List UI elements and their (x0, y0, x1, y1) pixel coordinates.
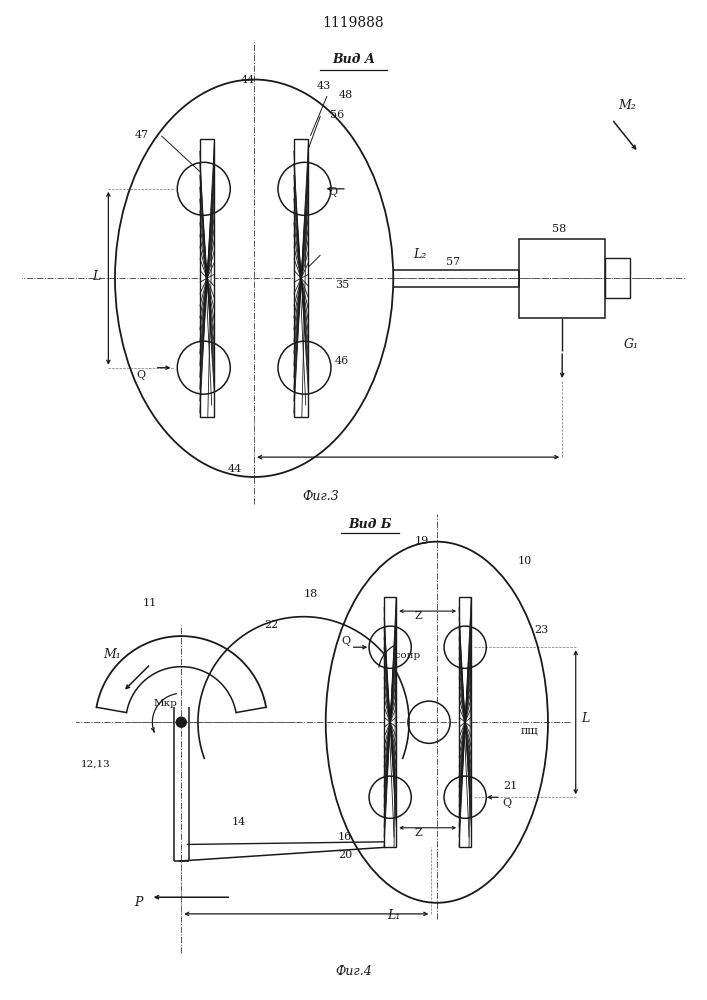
Text: 47: 47 (135, 130, 149, 140)
Text: 57: 57 (446, 257, 460, 267)
Text: 48: 48 (339, 90, 354, 100)
Text: 11: 11 (142, 598, 157, 608)
Text: 1119888: 1119888 (322, 16, 385, 30)
Text: L: L (92, 270, 100, 283)
Text: Мкр: Мкр (153, 699, 177, 708)
Text: Q: Q (328, 187, 337, 197)
Bar (605, 258, 631, 298)
Bar (519, 238, 605, 318)
Text: Вид Б: Вид Б (349, 518, 392, 532)
Bar (459, 597, 472, 847)
Text: 12,13: 12,13 (81, 760, 111, 769)
Text: L: L (581, 712, 590, 725)
Text: P: P (134, 896, 142, 909)
Text: 14: 14 (231, 817, 245, 827)
Text: L₁: L₁ (387, 909, 400, 922)
Text: 21: 21 (503, 781, 518, 791)
Text: 43: 43 (317, 81, 332, 91)
Text: M₂: M₂ (619, 99, 636, 112)
Text: Z: Z (414, 828, 422, 838)
Text: Q: Q (503, 798, 511, 808)
Text: 44: 44 (228, 464, 242, 474)
Text: M₁: M₁ (103, 648, 121, 661)
Bar (384, 597, 397, 847)
Bar (200, 139, 214, 417)
Text: Q: Q (136, 370, 146, 380)
Text: 19: 19 (414, 536, 429, 546)
Text: 58: 58 (552, 224, 566, 234)
Bar (294, 139, 308, 417)
Text: Мсопр: Мсопр (384, 651, 420, 660)
Text: 35: 35 (335, 280, 349, 290)
Text: 16: 16 (338, 832, 352, 842)
Text: Фиг.3: Фиг.3 (302, 490, 339, 503)
Text: 56: 56 (330, 110, 344, 120)
Text: Z: Z (414, 611, 422, 621)
Circle shape (176, 717, 186, 727)
Text: Вид А: Вид А (332, 53, 375, 66)
Text: L₂: L₂ (413, 248, 426, 261)
Text: 44: 44 (241, 75, 255, 85)
Text: 22: 22 (264, 620, 279, 630)
Text: 46: 46 (335, 356, 349, 366)
Text: Q: Q (341, 636, 351, 646)
Text: 18: 18 (303, 589, 317, 599)
Text: 23: 23 (534, 625, 549, 635)
Text: G₁: G₁ (624, 338, 639, 351)
Text: 10: 10 (518, 556, 532, 566)
Text: Фиг.4: Фиг.4 (335, 965, 372, 978)
Text: 20: 20 (338, 850, 352, 860)
Text: пщ: пщ (520, 725, 538, 735)
